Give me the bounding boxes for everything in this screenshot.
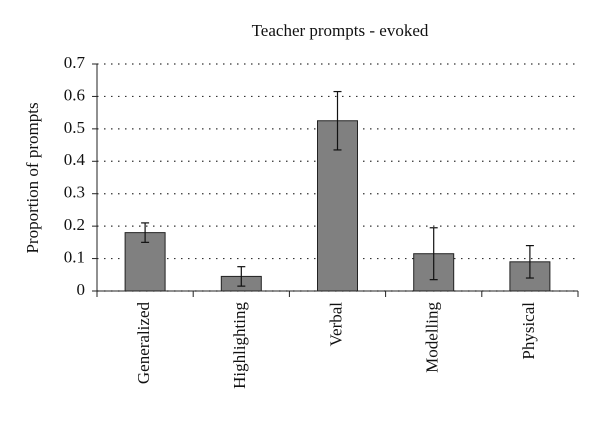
y-axis-label: Proportion of prompts: [23, 102, 42, 253]
error-bar: [525, 245, 534, 279]
y-tick-label: 0.5: [64, 118, 85, 137]
x-tick-label: Generalized: [134, 302, 153, 385]
error-bar: [333, 90, 342, 151]
x-tick-label: Physical: [519, 302, 538, 360]
y-tick-label: 0.2: [64, 215, 85, 234]
bar: [124, 232, 166, 292]
y-tick-label: 0.6: [64, 85, 85, 104]
y-tick-label: 0.3: [64, 183, 85, 202]
error-bar: [141, 222, 150, 243]
error-bar: [429, 227, 438, 281]
y-tick-label: 0.4: [64, 150, 86, 169]
x-tick-label: Highlighting: [230, 302, 249, 389]
y-tick-label: 0.1: [64, 247, 85, 266]
chart-title: Teacher prompts - evoked: [252, 21, 429, 40]
y-tick-label: 0: [77, 280, 86, 299]
y-tick-label: 0.7: [64, 53, 86, 72]
x-tick-label: Verbal: [326, 302, 345, 347]
error-bar: [237, 266, 246, 287]
x-tick-label: Modelling: [423, 302, 442, 373]
